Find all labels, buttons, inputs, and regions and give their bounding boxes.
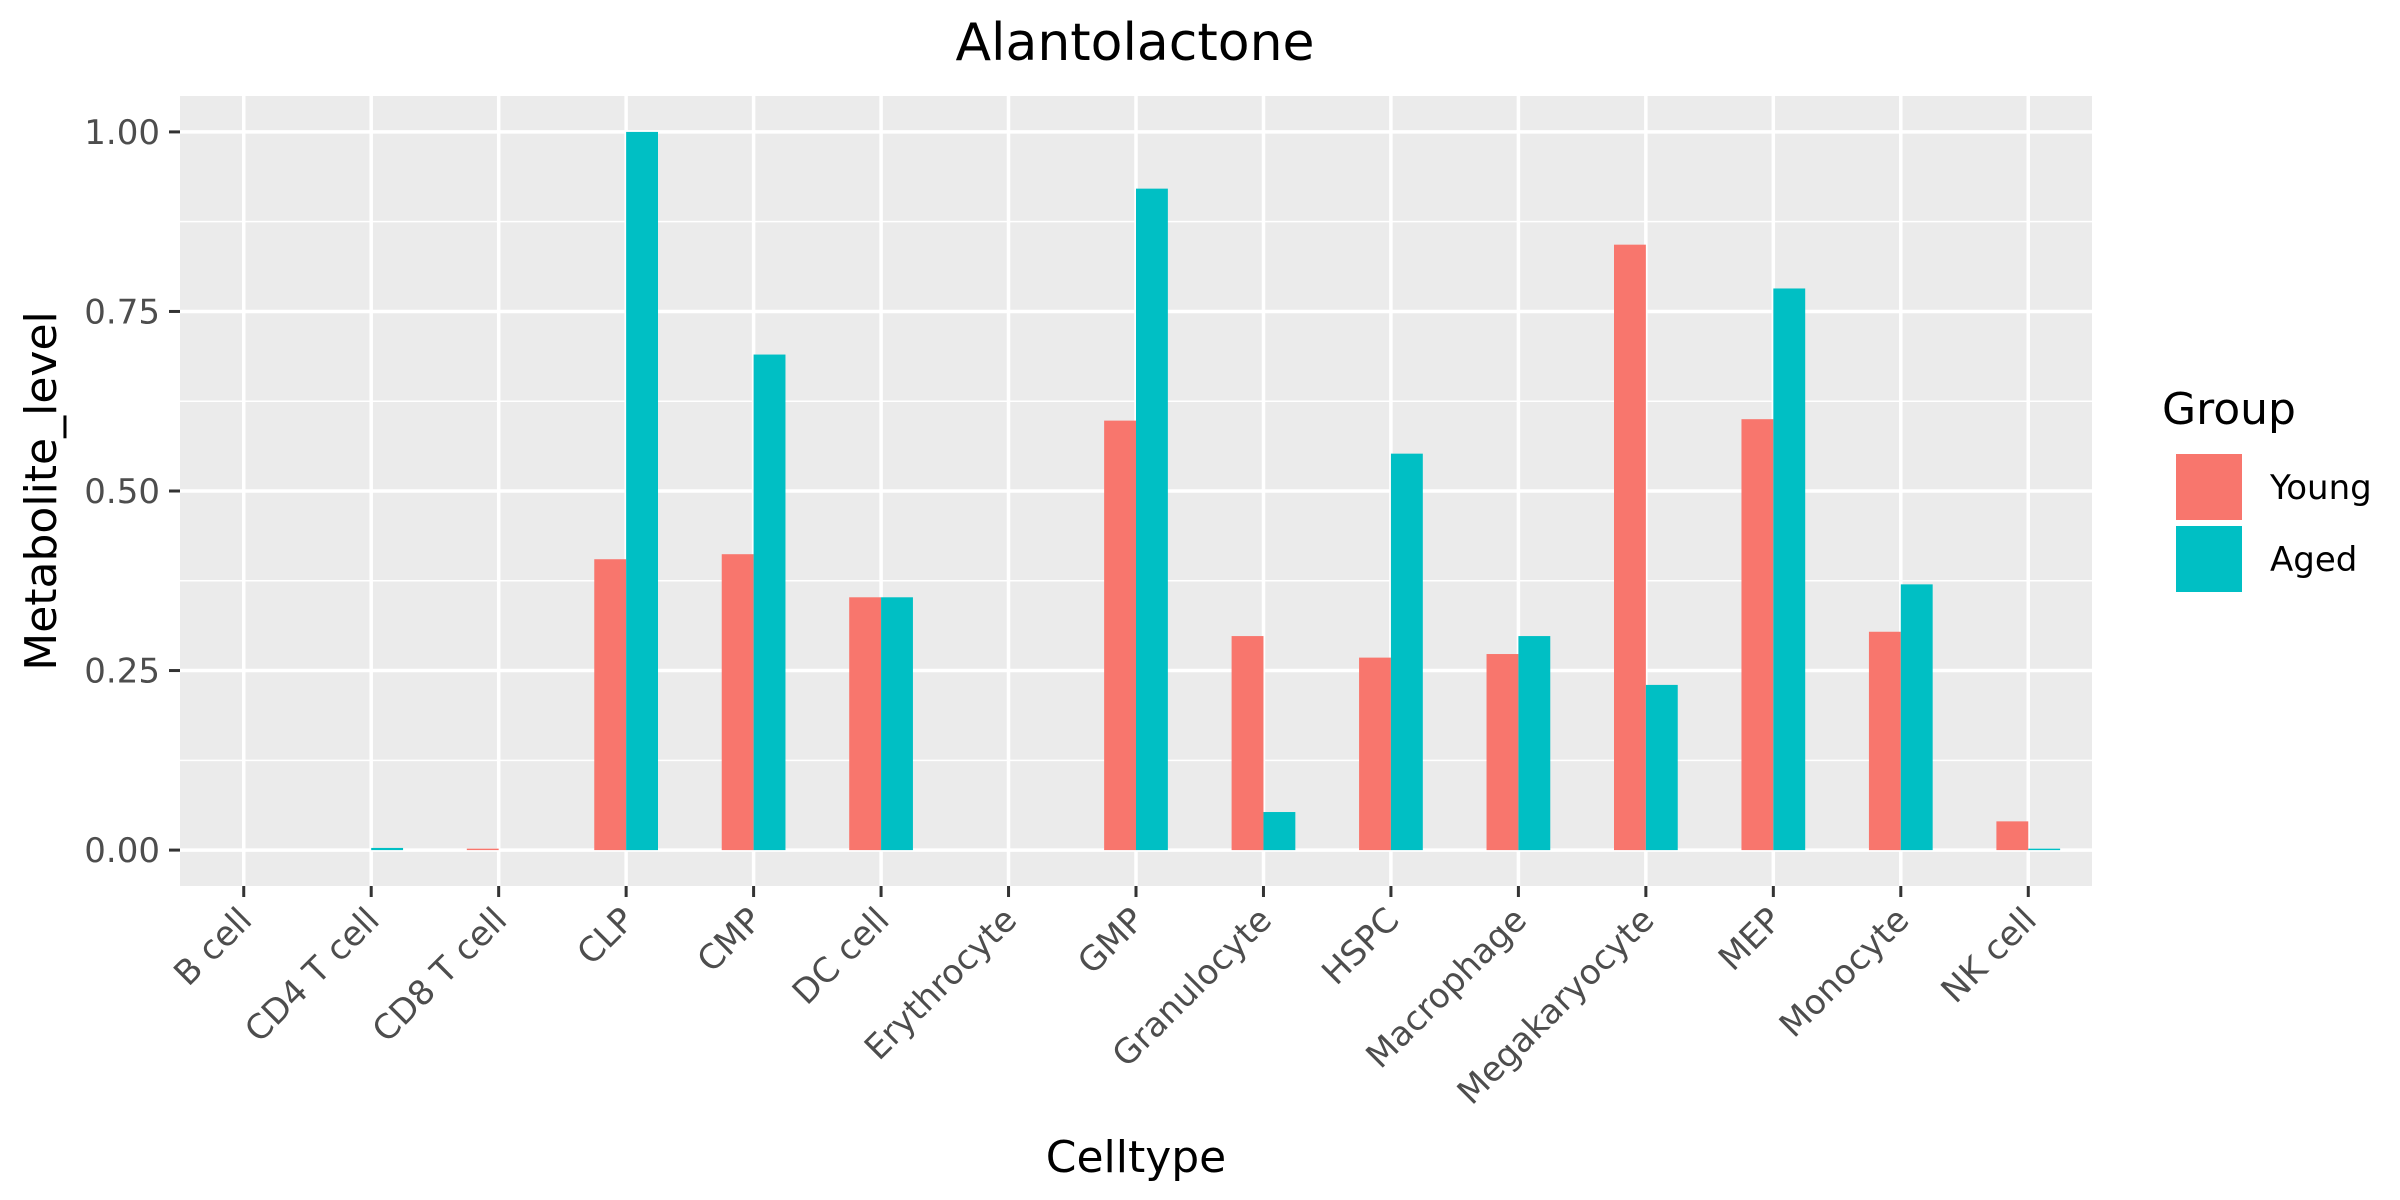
- y-tick-label: 0.00: [84, 831, 160, 871]
- bar-aged-cd4-t-cell: [371, 847, 404, 851]
- bar-aged-megakaryocyte: [1645, 684, 1678, 851]
- bar-aged-mep: [1773, 288, 1806, 851]
- x-tick-label: GMP: [1070, 900, 1152, 982]
- legend-key-aged: [2176, 526, 2242, 592]
- bar-young-cd8-t-cell: [466, 848, 499, 851]
- legend-label-aged: Aged: [2270, 540, 2357, 580]
- x-axis-title: Celltype: [1046, 1132, 1227, 1183]
- bar-young-gmp: [1104, 420, 1136, 851]
- chart-title: Alantolactone: [955, 13, 1314, 73]
- bar-aged-cmp: [753, 354, 786, 851]
- bar-aged-granulocyte: [1263, 812, 1296, 851]
- bar-aged-gmp: [1136, 188, 1168, 851]
- y-tick-label: 0.50: [84, 472, 160, 512]
- bar-young-cmp: [721, 554, 754, 851]
- x-tick-label: CD4 T cell: [237, 900, 387, 1050]
- x-tick-label: B cell: [166, 900, 260, 994]
- x-tick-label: MEP: [1711, 900, 1790, 979]
- legend-title: Group: [2162, 384, 2296, 435]
- bar-young-clp: [594, 559, 627, 851]
- bar-young-dc-cell: [849, 597, 882, 851]
- y-tick-label: 0.75: [84, 292, 160, 332]
- bar-aged-clp: [626, 131, 658, 851]
- x-tick-label: NK cell: [1934, 900, 2045, 1011]
- bar-young-granulocyte: [1231, 636, 1264, 851]
- y-axis: 0.00 0.25 0.50 0.75 1.00: [84, 113, 180, 871]
- bar-young-nk-cell: [1996, 821, 2029, 851]
- bars: [371, 131, 2061, 851]
- x-tick-label: CLP: [570, 900, 643, 973]
- bar-young-macrophage: [1486, 654, 1519, 851]
- x-tick-label: CMP: [690, 900, 770, 980]
- x-tick-label: CD8 T cell: [365, 900, 515, 1050]
- y-axis-title: Metabolite_level: [16, 311, 67, 671]
- legend-items: Young Aged: [2176, 454, 2372, 592]
- x-tick-label: DC cell: [785, 900, 898, 1013]
- legend-label-young: Young: [2269, 468, 2372, 508]
- x-tick-label: Monocyte: [1772, 900, 1917, 1045]
- bar-young-hspc: [1359, 657, 1391, 851]
- bar-aged-dc-cell: [881, 597, 913, 851]
- bar-aged-macrophage: [1518, 636, 1551, 851]
- bar-aged-nk-cell: [2028, 848, 2061, 851]
- y-tick-label: 1.00: [84, 113, 160, 153]
- bar-aged-hspc: [1390, 453, 1423, 851]
- x-tick-label: HSPC: [1314, 900, 1407, 993]
- bar-young-monocyte: [1868, 631, 1901, 851]
- bar-aged-monocyte: [1900, 584, 1933, 851]
- legend: Group Young Aged: [2162, 384, 2372, 592]
- bar-young-megakaryocyte: [1614, 244, 1646, 851]
- y-tick-label: 0.25: [84, 652, 160, 692]
- legend-key-young: [2176, 454, 2242, 520]
- bar-young-mep: [1741, 419, 1774, 851]
